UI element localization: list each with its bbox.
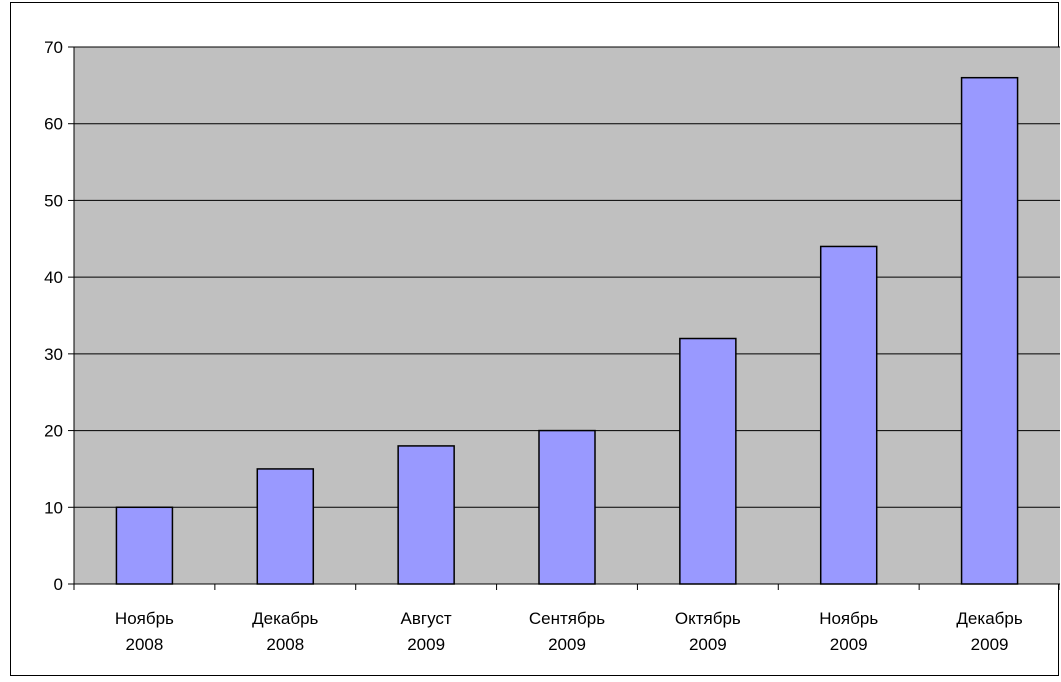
bar [679,337,737,585]
x-tick-label: Декабрь 2009 [956,609,1022,654]
x-tick-label: Ноябрь 2009 [819,609,878,654]
bar [960,76,1019,585]
bar [819,245,878,585]
y-tick-label: 50 [44,191,63,210]
axes [73,47,1061,590]
x-tick-label: Ноябрь 2008 [115,609,174,654]
x-tick-label: Август 2009 [401,609,452,654]
y-tick-label: 60 [44,115,63,134]
y-tick-label: 10 [44,498,63,517]
bars [115,76,1019,585]
y-tick-label: 0 [54,575,63,594]
bar [115,506,174,585]
x-tick-label: Декабрь 2008 [252,609,318,654]
y-tick-label: 20 [44,422,63,441]
y-tick-label: 30 [44,345,63,364]
bar-chart: 0 10 20 30 40 50 60 70 Ноябрь 2008 Декабрь 2008 Авг… [44,38,1061,654]
bar [538,429,596,585]
bar [256,468,315,585]
x-tick-label: Сентябрь 2009 [529,609,605,654]
x-tick-labels: Ноябрь 2008 Декабрь 2008 Август 2009 Сентябрь 2… [115,609,1023,654]
bar [397,445,455,585]
y-tick-labels: 0 10 20 30 40 50 60 70 [44,38,63,594]
y-tick-label: 70 [44,38,63,57]
chart-frame: 0 10 20 30 40 50 60 70 Ноябрь 2008 Декабрь 2008 Авг… [10,2,1061,676]
y-tick-label: 40 [44,268,63,287]
x-tick-label: Октябрь 2009 [675,609,741,654]
